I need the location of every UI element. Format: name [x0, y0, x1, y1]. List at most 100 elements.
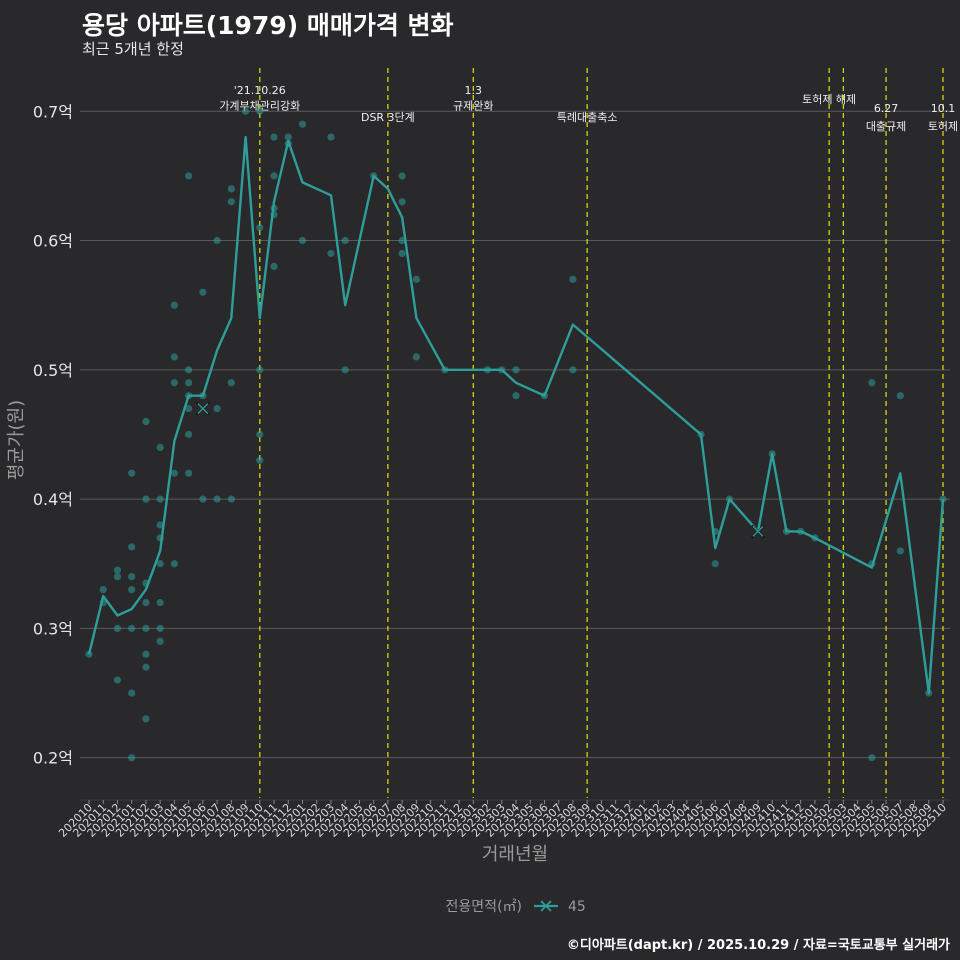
line-layer — [87, 135, 945, 695]
data-point — [156, 495, 164, 503]
data-point — [99, 586, 107, 594]
data-point — [241, 107, 250, 115]
data-point — [327, 133, 335, 141]
data-point — [270, 204, 278, 212]
data-point — [113, 566, 122, 574]
data-point — [142, 663, 150, 671]
data-point — [185, 172, 193, 180]
event-label: '21.10.26 — [234, 84, 286, 97]
data-point — [128, 469, 136, 477]
source-caption: ©디아파트(dapt.kr) / 2025.10.29 / 자료=국토교통부 실… — [566, 938, 950, 953]
data-point — [270, 262, 278, 270]
data-point — [142, 624, 150, 632]
data-point — [185, 430, 193, 439]
data-point — [170, 379, 178, 387]
data-point — [896, 547, 904, 555]
data-point — [156, 443, 164, 451]
data-point — [142, 650, 150, 658]
legend-title: 전용면적(㎡) — [446, 899, 522, 915]
data-point — [398, 198, 406, 206]
data-point — [768, 450, 776, 458]
y-tick-label: 0.2억 — [33, 749, 73, 768]
data-point — [227, 185, 235, 193]
legend: 전용면적(㎡) 45 — [446, 899, 586, 915]
data-point — [412, 353, 420, 361]
data-point — [199, 288, 207, 296]
data-point — [412, 275, 420, 283]
x-axis-title: 거래년월 — [482, 844, 548, 865]
data-point — [811, 534, 819, 542]
data-point — [227, 198, 235, 206]
event-label: 가계부채관리강화 — [219, 100, 300, 113]
data-point — [512, 392, 520, 400]
chart-title: 용당 아파트(1979) 매매가격 변화 — [82, 11, 454, 40]
event-label: 특례대출축소 — [557, 111, 618, 124]
data-point — [711, 527, 719, 536]
data-point — [298, 120, 307, 128]
data-point — [284, 133, 292, 141]
legend-label: 45 — [568, 899, 586, 915]
cross-marker — [197, 403, 209, 415]
data-point — [156, 534, 164, 542]
legend-key-cross — [540, 900, 552, 912]
data-point — [142, 715, 150, 723]
y-tick-label: 0.3억 — [33, 619, 73, 638]
chart-subtitle: 최근 5개년 한정 — [82, 40, 184, 58]
data-point — [156, 521, 164, 529]
data-point — [398, 249, 406, 258]
data-point — [725, 495, 734, 503]
data-point — [227, 379, 235, 387]
data-point — [113, 676, 122, 684]
data-point — [170, 560, 178, 568]
data-point — [370, 172, 378, 180]
data-point — [298, 236, 307, 245]
data-point — [128, 586, 136, 594]
data-point — [398, 172, 406, 180]
data-point — [113, 624, 122, 632]
event-label: DSR 3단계 — [361, 111, 415, 124]
data-point — [185, 379, 193, 387]
event-label: 1.3 — [465, 84, 483, 97]
data-point — [398, 236, 406, 245]
data-point — [939, 495, 947, 503]
y-tick-label: 0.7억 — [33, 102, 73, 121]
data-point — [569, 366, 577, 374]
y-tick-label: 0.5억 — [33, 361, 73, 380]
series-line-45 — [87, 135, 945, 695]
data-point — [498, 366, 506, 374]
data-point — [540, 392, 549, 400]
data-point — [185, 469, 193, 477]
data-point — [142, 495, 150, 503]
data-point — [142, 598, 150, 607]
data-point — [256, 456, 264, 464]
data-point — [185, 405, 193, 413]
data-point — [711, 560, 719, 568]
data-point — [128, 689, 136, 697]
data-point — [256, 224, 264, 232]
data-point — [341, 236, 349, 245]
event-label: 토허제 해제 — [802, 92, 856, 106]
grid-layer — [80, 110, 950, 801]
point-layer — [85, 107, 947, 762]
data-point — [156, 637, 164, 645]
data-point — [925, 689, 933, 697]
data-point — [697, 430, 705, 439]
data-point — [213, 405, 221, 413]
data-point — [199, 495, 207, 503]
y-tick-label: 0.4억 — [33, 490, 73, 509]
data-point — [896, 392, 904, 400]
data-point — [512, 366, 520, 374]
data-point — [128, 624, 136, 632]
data-point — [270, 211, 278, 219]
data-point — [341, 366, 349, 374]
data-point — [185, 392, 193, 400]
data-point — [569, 275, 577, 283]
axis-layer: 0.2억0.3억0.4억0.5억0.6억0.7억2020102020112020… — [33, 102, 949, 840]
event-label: 토허제 — [928, 120, 958, 133]
data-point — [142, 579, 150, 587]
data-point — [213, 495, 221, 503]
data-point — [227, 495, 235, 503]
event-label: 10.1 — [931, 102, 956, 115]
